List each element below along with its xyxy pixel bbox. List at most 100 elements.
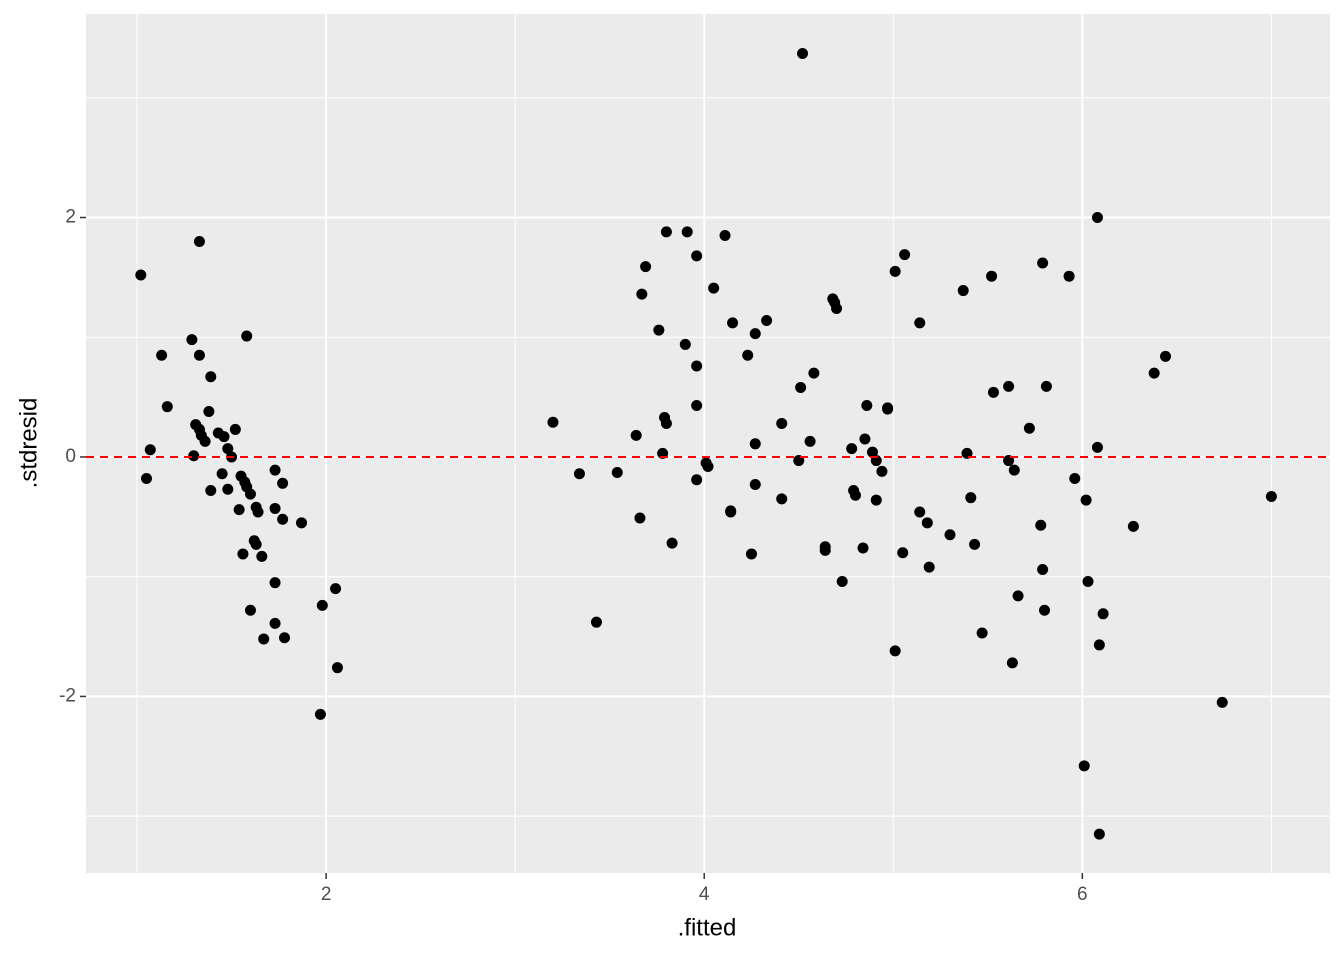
point [969, 538, 981, 550]
point [914, 506, 926, 518]
point [1160, 350, 1172, 362]
point [1265, 490, 1277, 502]
point [244, 488, 256, 500]
point [861, 399, 873, 411]
point [250, 538, 262, 550]
point [1037, 257, 1049, 269]
point [965, 492, 977, 504]
point [144, 444, 156, 456]
point [1093, 828, 1105, 840]
point [611, 467, 623, 479]
point [776, 493, 788, 505]
point [1082, 575, 1094, 587]
point [749, 328, 761, 340]
point [1078, 760, 1090, 772]
point [193, 349, 205, 361]
point [1037, 564, 1049, 576]
y-tick-label: 0 [65, 446, 76, 467]
y-axis-label: .stdresid [15, 398, 42, 489]
point [573, 468, 585, 480]
point [681, 226, 693, 238]
point [804, 435, 816, 447]
point [222, 483, 234, 495]
point [923, 561, 935, 573]
point [846, 443, 858, 455]
point [889, 265, 901, 277]
point [849, 489, 861, 501]
point [590, 616, 602, 628]
point [203, 405, 215, 417]
point [331, 662, 343, 674]
point [241, 330, 253, 342]
point [205, 484, 217, 496]
point [795, 382, 807, 394]
point [1035, 519, 1047, 531]
point [836, 575, 848, 587]
point [1006, 657, 1018, 669]
y-tick-label: -2 [59, 685, 76, 706]
point [216, 468, 228, 480]
point [1091, 441, 1103, 453]
point [244, 604, 256, 616]
point [256, 550, 268, 562]
point [831, 303, 843, 315]
point [314, 708, 326, 720]
point [691, 399, 703, 411]
point [258, 633, 270, 645]
point [986, 270, 998, 282]
point [269, 464, 281, 476]
point [218, 431, 230, 443]
point [708, 282, 720, 294]
point [186, 334, 198, 346]
x-axis-label: .fitted [678, 914, 737, 941]
point [653, 324, 665, 336]
point [547, 416, 559, 428]
point [193, 235, 205, 247]
point [269, 502, 281, 514]
point [1023, 422, 1035, 434]
point [876, 465, 888, 477]
point [889, 645, 901, 657]
point [1127, 520, 1139, 532]
point [1148, 367, 1160, 379]
point [316, 599, 328, 611]
point [870, 494, 882, 506]
point [725, 506, 737, 518]
point [222, 443, 234, 455]
panel [86, 14, 1330, 873]
point [882, 402, 894, 414]
point [660, 417, 672, 429]
point [666, 537, 678, 549]
point [859, 433, 871, 445]
point [277, 477, 289, 489]
point [691, 474, 703, 486]
point [1080, 494, 1092, 506]
point [957, 285, 969, 297]
point [761, 314, 773, 326]
x-tick-label: 6 [1077, 884, 1088, 905]
point [797, 48, 809, 60]
point [749, 479, 761, 491]
point [944, 529, 956, 541]
point [233, 504, 245, 516]
point [205, 371, 217, 383]
point [161, 401, 173, 413]
point [269, 617, 281, 629]
point [1097, 608, 1109, 620]
point [749, 438, 761, 450]
point [1012, 590, 1024, 602]
point [269, 577, 281, 589]
point [921, 517, 933, 529]
point [1091, 212, 1103, 224]
point [640, 261, 652, 273]
point [140, 473, 152, 485]
y-tick-label: 2 [65, 207, 76, 228]
point [987, 386, 999, 398]
point [742, 349, 754, 361]
point [857, 542, 869, 554]
point [976, 627, 988, 639]
point [679, 338, 691, 350]
point [1003, 380, 1015, 392]
